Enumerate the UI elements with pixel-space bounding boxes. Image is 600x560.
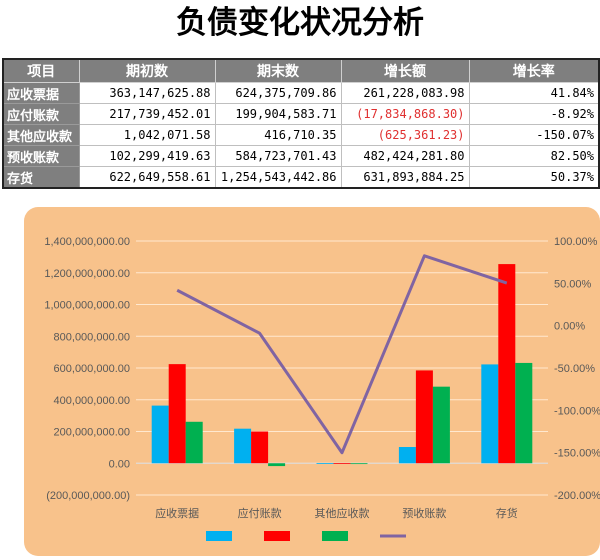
bar — [168, 364, 186, 464]
bar — [151, 405, 169, 464]
rate-line — [176, 254, 508, 455]
cell-growth: (625,361.23) — [340, 124, 470, 146]
y-tick-label: 200,000,000.00 — [54, 427, 130, 439]
table-row: 其他应收款 1,042,071.58 416,710.35 (625,361.23) -… — [2, 124, 600, 146]
header-growth: 增长额 — [340, 58, 470, 83]
y2-tick-label: -200.00% — [554, 490, 600, 502]
x-tick-label: 存货 — [496, 506, 518, 520]
bar — [333, 463, 351, 464]
y2-tick-label: 100.00% — [554, 236, 598, 248]
y-tick-label: 800,000,000.00 — [54, 331, 130, 343]
bar — [234, 428, 252, 464]
x-tick-label: 应付账款 — [238, 506, 282, 520]
cell-rate: -150.07% — [468, 124, 600, 146]
row-name: 应付账款 — [2, 103, 80, 125]
header-start: 期初数 — [78, 58, 216, 83]
cell-end: 1,254,543,442.86 — [214, 166, 342, 189]
cell-growth: 631,893,884.25 — [340, 166, 470, 189]
cell-growth: (17,834,868.30) — [340, 103, 470, 125]
chart-area: (200,000,000.00) 0.00 200,000,000.00 400,00… — [24, 207, 600, 556]
cell-growth: 482,424,281.80 — [340, 145, 470, 167]
bar — [398, 447, 416, 464]
bar — [268, 463, 286, 467]
cell-rate: 82.50% — [468, 145, 600, 167]
y-tick-label: 600,000,000.00 — [54, 363, 130, 375]
row-name: 存货 — [2, 166, 80, 189]
cell-start: 622,649,558.61 — [78, 166, 216, 189]
cell-growth: 261,228,083.98 — [340, 82, 470, 104]
y2-tick-label: -100.00% — [554, 405, 600, 417]
legend-swatch — [322, 531, 348, 541]
x-tick-label: 应收票据 — [155, 506, 199, 520]
cell-start: 102,299,419.63 — [78, 145, 216, 167]
bar — [515, 362, 533, 464]
table-header-row: 项目 期初数 期末数 增长额 增长率 — [2, 58, 600, 83]
cell-end: 416,710.35 — [214, 124, 342, 146]
cell-end: 199,904,583.71 — [214, 103, 342, 125]
x-tick-label: 其他应收款 — [315, 506, 370, 520]
cell-end: 624,375,709.86 — [214, 82, 342, 104]
cell-start: 217,739,452.01 — [78, 103, 216, 125]
bar — [350, 463, 368, 465]
x-tick-label: 预收账款 — [402, 506, 446, 520]
legend-swatch — [206, 531, 232, 541]
y2-tick-label: 50.00% — [554, 278, 592, 290]
row-name: 应收票据 — [2, 82, 80, 104]
row-name: 其他应收款 — [2, 124, 80, 146]
table-row: 存货 622,649,558.61 1,254,543,442.86 631,893,… — [2, 166, 600, 189]
bar — [185, 421, 203, 464]
table-row: 预收账款 102,299,419.63 584,723,701.43 482,424,… — [2, 145, 600, 167]
chart-svg: (200,000,000.00) 0.00 200,000,000.00 400,00… — [44, 236, 600, 541]
y2-tick-label: -150.00% — [554, 448, 600, 460]
y-tick-label: 1,400,000,000.00 — [44, 236, 130, 248]
y-tick-label: 400,000,000.00 — [54, 395, 130, 407]
y-tick-label: (200,000,000.00) — [46, 490, 130, 502]
table-row: 应收票据 363,147,625.88 624,375,709.86 261,228,… — [2, 82, 600, 104]
y-tick-label: 1,200,000,000.00 — [44, 268, 130, 280]
legend-swatch — [264, 531, 290, 541]
header-item: 项目 — [2, 58, 80, 83]
bar — [481, 364, 499, 464]
cell-end: 584,723,701.43 — [214, 145, 342, 167]
y-tick-label: 1,000,000,000.00 — [44, 300, 130, 312]
bar — [415, 370, 433, 464]
table-row: 应付账款 217,739,452.01 199,904,583.71 (17,834,… — [2, 103, 600, 125]
cell-rate: 41.84% — [468, 82, 600, 104]
cell-rate: -8.92% — [468, 103, 600, 125]
page-title: 负债变化状况分析 — [176, 5, 424, 41]
data-table: 项目 期初数 期末数 增长额 增长率 应收票据 363,147,625.88 624… — [2, 58, 600, 189]
row-name: 预收账款 — [2, 145, 80, 167]
bar — [316, 463, 334, 464]
cell-rate: 50.37% — [468, 166, 600, 189]
table-body: 应收票据 363,147,625.88 624,375,709.86 261,228,… — [2, 82, 600, 189]
cell-start: 363,147,625.88 — [78, 82, 216, 104]
header-rate: 增长率 — [468, 58, 600, 83]
bar — [498, 264, 516, 464]
header-end: 期末数 — [214, 58, 342, 83]
cell-start: 1,042,071.58 — [78, 124, 216, 146]
bar — [432, 386, 450, 464]
bar — [251, 431, 269, 464]
y2-tick-label: -50.00% — [554, 363, 595, 375]
y2-tick-label: 0.00% — [554, 321, 585, 333]
y-tick-label: 0.00 — [109, 458, 130, 470]
